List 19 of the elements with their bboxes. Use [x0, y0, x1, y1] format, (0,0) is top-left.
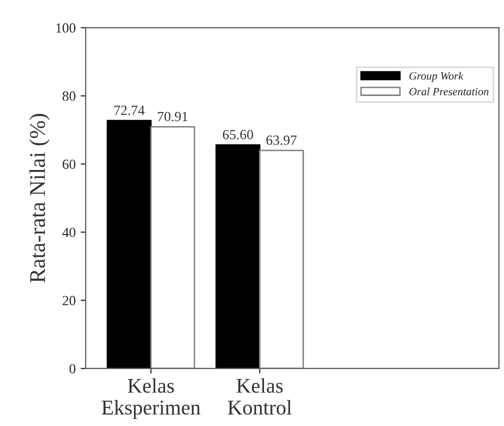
legend-label: Oral Presentation — [409, 88, 488, 96]
y-tick-label: 40 — [62, 228, 76, 238]
x-tick-label: Kelas Kontrol — [228, 378, 292, 415]
bar — [106, 120, 152, 368]
y-tick-label: 80 — [62, 91, 76, 101]
bar — [259, 150, 304, 368]
y-tick-label: 20 — [62, 296, 76, 306]
text: 72.74 — [114, 106, 145, 116]
bar — [150, 126, 196, 368]
y-tick-label: 100 — [56, 23, 76, 33]
legend-label: Group Work — [409, 72, 464, 82]
text: 70.91 — [158, 112, 188, 122]
y-axis-title: Rata-rata Nilai (%) — [29, 114, 50, 283]
text: 63.97 — [266, 136, 297, 145]
text: 65.60 — [222, 130, 254, 140]
y-tick-label: 0 — [70, 364, 76, 374]
y-tick-label: 60 — [62, 160, 76, 169]
bar — [215, 144, 260, 368]
x-tick-label: Kelas Eksperimen — [102, 378, 200, 419]
